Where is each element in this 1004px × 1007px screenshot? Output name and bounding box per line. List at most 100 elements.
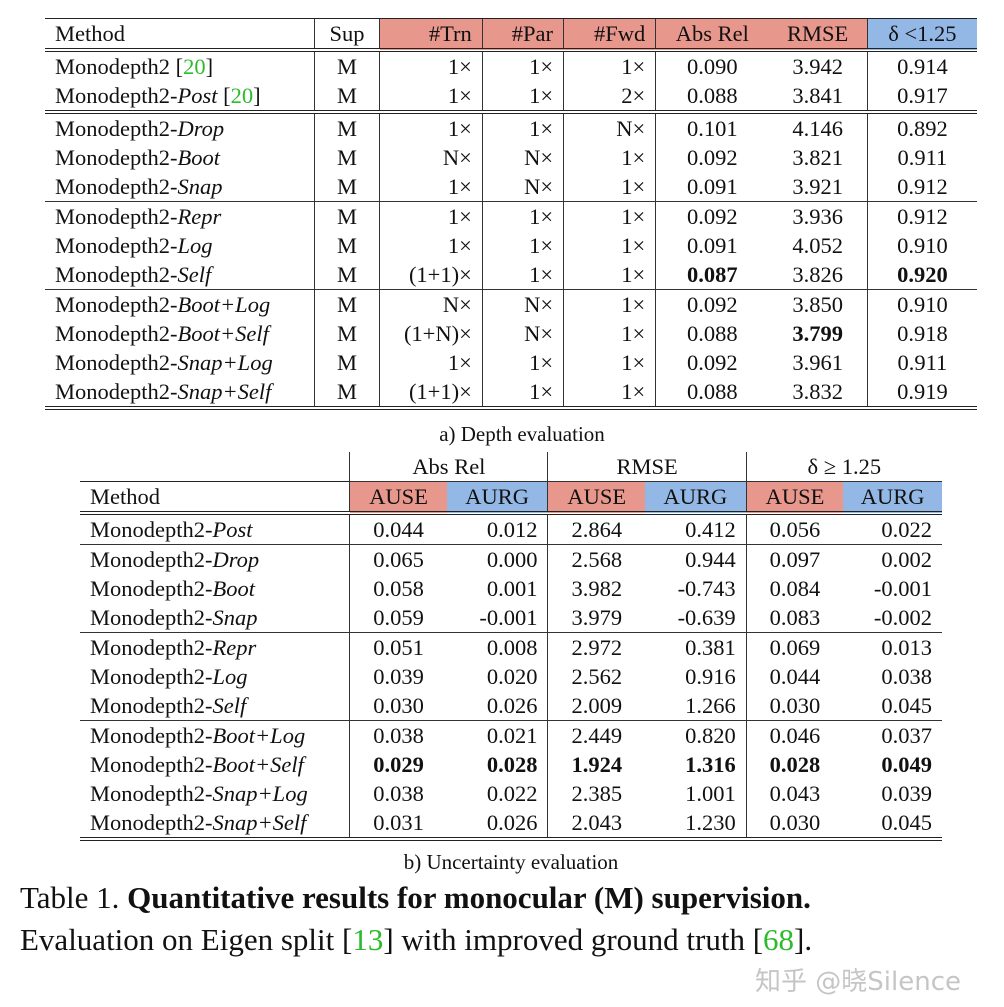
table-cell: N× (481, 289, 564, 319)
table-cell: 0.914 (866, 48, 977, 81)
table-cell: 0.092 (655, 348, 769, 377)
table-row: Monodepth2-Drop 0.065 0.000 2.568 0.944 0.097… (80, 544, 942, 574)
column-header: Method (45, 18, 315, 50)
table-cell: 0.911 (866, 348, 977, 377)
table-cell: 0.026 (486, 693, 538, 718)
table-cell: 1× (563, 201, 656, 231)
table-cell: 1× (481, 81, 564, 112)
table-cell: 1× (379, 348, 483, 377)
citation-link[interactable]: 13 (352, 922, 384, 957)
citation-link[interactable]: 20 (230, 83, 254, 108)
table-cell: 3.821 (792, 145, 843, 170)
column-header: AURG (843, 481, 942, 513)
table-cell: (1+N)× (379, 319, 483, 348)
uncertainty-table-caption: b) Uncertainty evaluation (403, 850, 619, 874)
method-cell: Monodepth2-Snap (80, 603, 350, 633)
table-cell: 1× (481, 48, 564, 81)
table-cell: 0.049 (881, 752, 932, 777)
table-cell: 3.942 (768, 48, 868, 81)
table-cell: 4.146 (768, 110, 868, 143)
table-cell: M (313, 48, 380, 81)
table-cell: 1× (481, 377, 564, 410)
caption-text: ] with improved ground truth [ (383, 922, 764, 957)
table-cell: 1.316 (685, 752, 736, 777)
table-row: Monodepth2-Snap M 1× N× 1× 0.091 3.921 0.912 (45, 172, 977, 202)
table-cell: M (313, 143, 380, 172)
table-cell: 0.087 (655, 260, 769, 290)
table-row: Monodepth2-Boot+Log 0.038 0.021 2.449 0.820 0… (80, 720, 942, 750)
table-cell: 1× (563, 172, 656, 202)
table-cell: 0.910 (866, 289, 977, 319)
table-row: Monodepth2-Drop M 1× 1× N× 0.101 4.146 0.892 (45, 110, 977, 143)
table-cell: N× (379, 289, 483, 319)
table-cell: 0.088 (655, 319, 769, 348)
method-cell: Monodepth2-Post (80, 511, 350, 545)
method-variant: Self (177, 262, 212, 287)
citation-link[interactable]: 20 (183, 54, 206, 79)
method-variant: Boot+Self (177, 321, 269, 346)
method-variant: Boot+Log (177, 292, 271, 317)
method-base: Monodepth2 (55, 54, 170, 79)
table-row: Monodepth2-Log 0.039 0.020 2.562 0.916 0.044 0… (80, 662, 942, 691)
method-variant: Self (212, 693, 247, 718)
table-row: Monodepth2-Boot M N× N× 1× 0.092 3.821 0.911 (45, 143, 977, 172)
table-cell: 0.084 (745, 574, 844, 603)
citation-link[interactable]: 68 (763, 922, 795, 957)
method-variant: Snap (177, 174, 223, 199)
column-header: Abs Rel (655, 18, 769, 50)
method-variant: Post (212, 517, 253, 542)
table-cell: 1× (481, 110, 564, 143)
table-cell: -0.743 (677, 576, 736, 601)
table-cell: 2.449 (547, 720, 646, 750)
table-cell: 0.028 (486, 752, 538, 777)
method-base: Monodepth2- (55, 262, 178, 287)
table-cell: 3.961 (792, 350, 843, 375)
table-cell: 3.936 (768, 201, 868, 231)
table-cell: 0.092 (655, 143, 769, 172)
table-cell: 0.046 (745, 720, 844, 750)
column-header: AURG (645, 481, 747, 513)
table-row: Monodepth2-Boot 0.058 0.001 3.982 -0.743 0.08… (80, 574, 942, 603)
table-row: Monodepth2-Snap+Self M (1+1)× 1× 1× 0.088 3.83… (45, 377, 977, 410)
method-variant: Snap+Self (177, 379, 272, 404)
table-cell: 3.921 (792, 174, 843, 199)
method-base: Monodepth2- (90, 605, 213, 630)
table-cell: N× (481, 319, 564, 348)
method-base: Monodepth2- (55, 292, 178, 317)
table-cell: 0.030 (745, 808, 844, 841)
table-cell: 3.826 (792, 262, 843, 287)
method-variant: Snap+Log (177, 350, 273, 375)
table-cell: -0.002 (873, 605, 932, 630)
column-header: Method (80, 481, 350, 513)
table-caption: Table 1. Quantitative results for monocu… (20, 877, 1000, 961)
table-cell: 0.001 (486, 576, 538, 601)
table-row: Monodepth2-Self 0.030 0.026 2.009 1.266 0.030… (80, 691, 942, 721)
method-cell: Monodepth2-Log (80, 662, 350, 691)
group-header: Abs Rel (349, 452, 548, 482)
table-row: Monodepth2-Repr M 1× 1× 1× 0.092 3.936 0.912 (45, 201, 977, 231)
table-cell: (1+1)× (379, 377, 483, 410)
uncertainty-evaluation-table: Abs Rel RMSE δ ≥ 1.25 Method AUSE AURG AUSE AUR… (80, 452, 942, 841)
method-variant: Snap (212, 605, 258, 630)
table-row: Monodepth2-Post [20] M 1× 1× 2× 0.088 3.841 0.9… (45, 81, 977, 112)
table-cell: 1× (563, 377, 656, 410)
method-cell: Monodepth2-Boot (45, 143, 314, 172)
method-base: Monodepth2- (55, 174, 178, 199)
method-cell: Monodepth2-Repr (45, 201, 315, 231)
table-cell: 2.385 (547, 779, 646, 808)
table-row: Monodepth2-Self M (1+1)× 1× 1× 0.087 3.826 0.92… (45, 260, 977, 290)
depth-evaluation-table: Method Sup #Trn #Par #Fwd Abs Rel RMSE δ <1.25 M… (45, 18, 977, 410)
table-cell: 1× (563, 260, 656, 290)
table-row: Monodepth2-Post 0.044 0.012 2.864 0.412 0.056… (80, 511, 942, 545)
table-cell: 0.092 (655, 201, 769, 231)
caption-text: ]. (794, 922, 813, 957)
table-cell: 0.038 (881, 664, 932, 689)
table-cell: 0.000 (446, 544, 548, 574)
table-row: Monodepth2-Snap+Log M 1× 1× 1× 0.092 3.961 0.91… (45, 348, 977, 377)
table-cell: 0.044 (745, 662, 844, 691)
table-cell: 0.091 (655, 231, 769, 260)
method-cell: Monodepth2-Log (45, 231, 314, 260)
table-cell: 0.020 (486, 664, 538, 689)
table-cell: 0.944 (645, 544, 747, 574)
table-cell: M (313, 201, 380, 231)
